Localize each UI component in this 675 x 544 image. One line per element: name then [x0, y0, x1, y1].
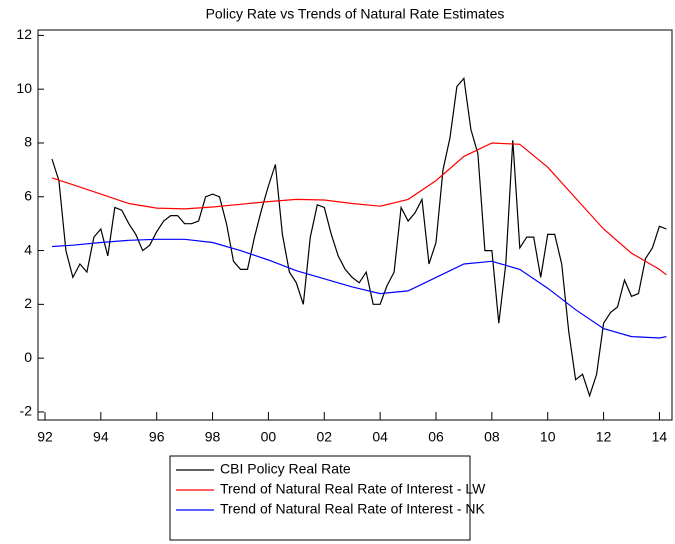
legend-label: Trend of Natural Real Rate of Interest -… [220, 481, 486, 497]
x-tick-label: 04 [372, 429, 388, 445]
x-tick-label: 94 [93, 429, 109, 445]
series-line [51, 77, 667, 398]
x-tick-label: 06 [428, 429, 444, 445]
series-line [51, 142, 667, 276]
x-tick-label: 14 [652, 429, 668, 445]
x-tick-label: 92 [37, 429, 53, 445]
y-tick-label: 0 [24, 349, 32, 365]
x-tick-label: 96 [149, 429, 165, 445]
x-tick-label: 00 [261, 429, 277, 445]
series-line [51, 238, 667, 339]
x-tick-label: 98 [205, 429, 221, 445]
y-tick-label: 6 [24, 187, 32, 203]
legend-label: Trend of Natural Real Rate of Interest -… [220, 501, 485, 517]
legend-label: CBI Policy Real Rate [220, 461, 351, 477]
legend-box [169, 455, 471, 541]
x-tick-label: 08 [484, 429, 500, 445]
x-tick-label: 12 [596, 429, 612, 445]
y-tick-label: 2 [24, 295, 32, 311]
chart-title: Policy Rate vs Trends of Natural Rate Es… [206, 6, 505, 22]
x-tick-label: 02 [316, 429, 332, 445]
x-tick-label: 10 [540, 429, 556, 445]
y-tick-label: 8 [24, 134, 32, 150]
y-tick-label: -2 [20, 403, 33, 419]
plot-frame [37, 29, 673, 421]
y-tick-label: 4 [24, 241, 32, 257]
y-tick-label: 12 [16, 26, 32, 42]
y-tick-label: 10 [16, 80, 32, 96]
